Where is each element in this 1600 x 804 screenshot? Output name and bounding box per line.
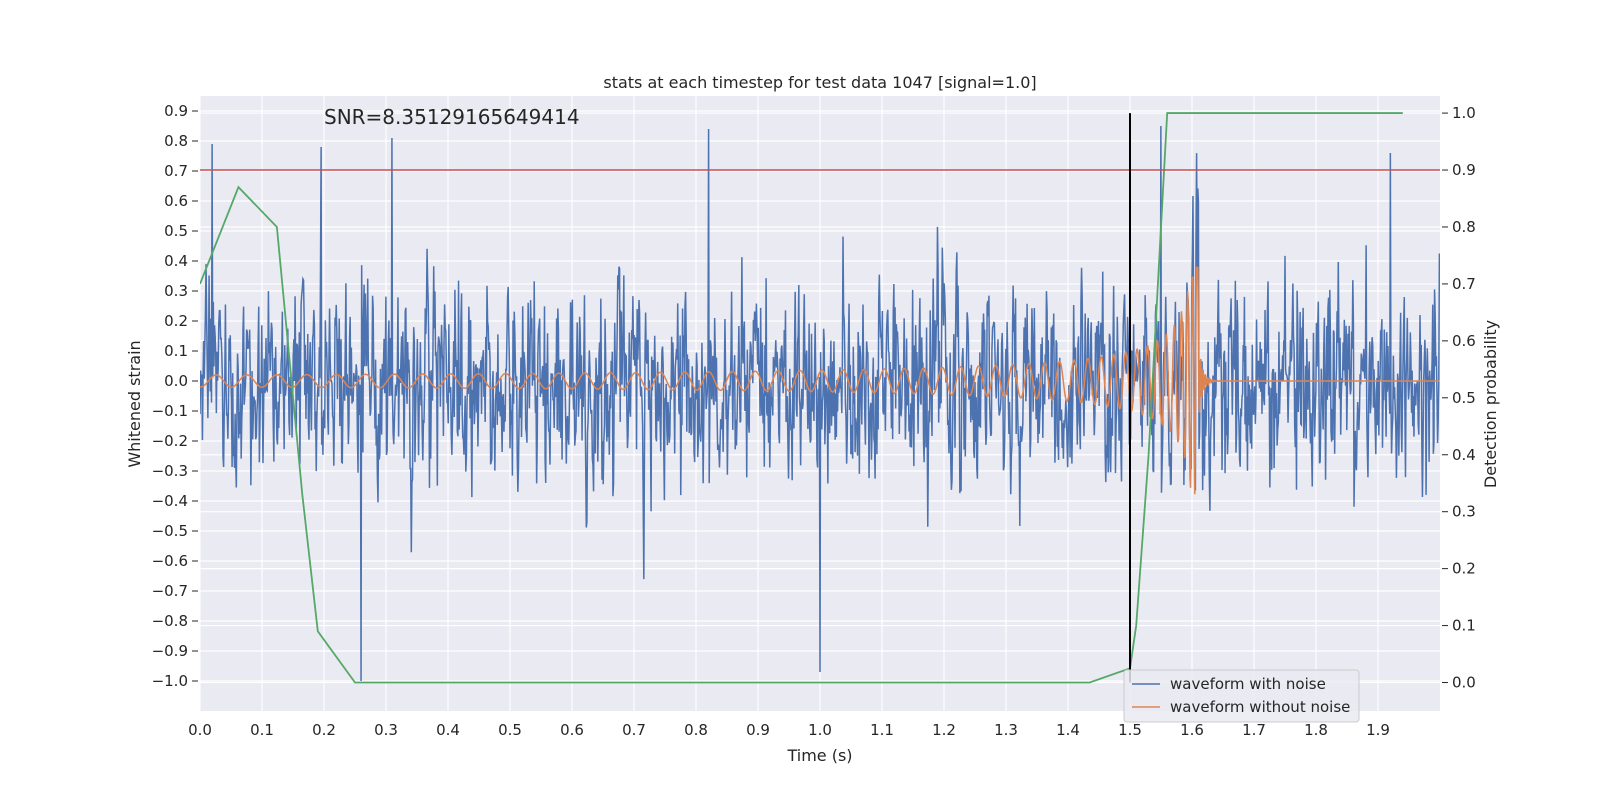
x-tick-label: 1.4 xyxy=(1056,721,1080,739)
y-tick-label-right: 1.0 xyxy=(1452,104,1476,122)
series-line-detection-probability xyxy=(200,112,1403,684)
y-tick-label-left: −0.9 xyxy=(152,642,188,660)
snr-annotation: SNR=8.35129165649414 xyxy=(324,105,580,129)
y-tick-label-left: −0.4 xyxy=(152,492,188,510)
y-tick-label-left: 0.8 xyxy=(164,132,188,150)
y-tick-label-right: 0.4 xyxy=(1452,446,1476,464)
series-line-waveform-without-noise xyxy=(200,266,1440,495)
x-tick-label: 0.6 xyxy=(560,721,584,739)
y-tick-label-left: −0.2 xyxy=(152,432,188,450)
y-tick-label-right: 0.7 xyxy=(1452,275,1476,293)
y-tick-label-left: 0.5 xyxy=(164,222,188,240)
y-tick-label-left: 0.4 xyxy=(164,252,188,270)
x-tick-label: 0.2 xyxy=(312,721,336,739)
series-line-waveform-with-noise xyxy=(200,125,1440,682)
y-tick-label-left: −0.1 xyxy=(152,402,188,420)
y-tick-label-left: −1.0 xyxy=(152,672,188,690)
y-tick-label-left: 0.9 xyxy=(164,102,188,120)
x-tick-label: 0.4 xyxy=(436,721,460,739)
y-tick-label-left: 0.7 xyxy=(164,162,188,180)
x-tick-label: 0.5 xyxy=(498,721,522,739)
y-tick-label-left: 0.0 xyxy=(164,372,188,390)
y-tick-label-right: 0.8 xyxy=(1452,218,1476,236)
x-tick-label: 1.5 xyxy=(1118,721,1142,739)
legend-label-noise: waveform with noise xyxy=(1170,675,1326,693)
y-tick-label-right: 0.6 xyxy=(1452,332,1476,350)
x-tick-label: 1.3 xyxy=(994,721,1018,739)
x-axis-label: Time (s) xyxy=(786,746,852,765)
y-tick-label-right: 0.1 xyxy=(1452,617,1476,635)
x-tick-label: 1.6 xyxy=(1180,721,1204,739)
x-tick-label: 1.2 xyxy=(932,721,956,739)
y-tick-label-left: −0.8 xyxy=(152,612,188,630)
x-tick-label: 0.8 xyxy=(684,721,708,739)
y-axis-label-left: Whitened strain xyxy=(125,340,144,467)
x-tick-label: 0.0 xyxy=(188,721,212,739)
x-tick-label: 0.3 xyxy=(374,721,398,739)
y-tick-label-right: 0.0 xyxy=(1452,674,1476,692)
y-tick-label-left: −0.6 xyxy=(152,552,188,570)
tick-labels: 0.0 0.1 0.2 0.3 0.4 0.5 0.6 0.7 0.8 0.9 1.0 1.1 1.2 1… xyxy=(152,102,1476,739)
x-tick-label: 1.1 xyxy=(870,721,894,739)
y-tick-label-left: −0.5 xyxy=(152,522,188,540)
y-tick-label-right: 0.9 xyxy=(1452,161,1476,179)
x-tick-label: 0.1 xyxy=(250,721,274,739)
legend-label-clean: waveform without noise xyxy=(1170,698,1350,716)
y-tick-label-right: 0.3 xyxy=(1452,503,1476,521)
y-tick-label-left: −0.7 xyxy=(152,582,188,600)
x-tick-label: 0.7 xyxy=(622,721,646,739)
y-tick-label-left: 0.6 xyxy=(164,192,188,210)
x-tick-label: 0.9 xyxy=(746,721,770,739)
y-tick-label-right: 0.5 xyxy=(1452,389,1476,407)
y-axis-label-right: Detection probability xyxy=(1481,320,1500,488)
y-tick-label-left: 0.1 xyxy=(164,342,188,360)
x-tick-label: 1.8 xyxy=(1304,721,1328,739)
y-tick-label-left: −0.3 xyxy=(152,462,188,480)
legend-box xyxy=(1123,669,1360,723)
series-layer xyxy=(200,112,1440,684)
x-tick-label: 1.0 xyxy=(808,721,832,739)
y-tick-label-left: 0.3 xyxy=(164,282,188,300)
x-tick-label: 1.7 xyxy=(1242,721,1266,739)
chart-title: stats at each timestep for test data 104… xyxy=(603,73,1036,92)
x-tick-label: 1.9 xyxy=(1366,721,1390,739)
y-tick-label-right: 0.2 xyxy=(1452,560,1476,578)
y-tick-label-left: 0.2 xyxy=(164,312,188,330)
legend: waveform with noise waveform without noi… xyxy=(1123,669,1360,723)
